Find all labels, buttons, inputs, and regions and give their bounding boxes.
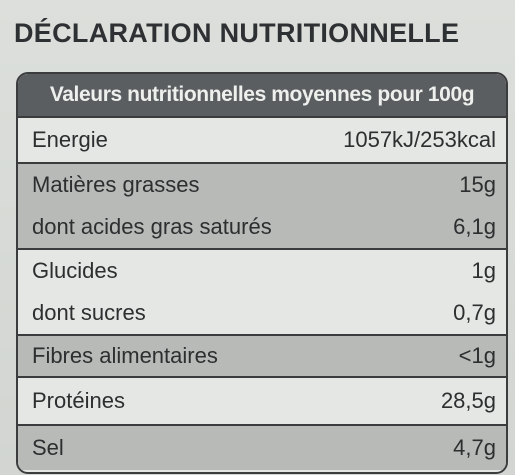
table-row: Sel 4,7g xyxy=(18,426,506,470)
section-energie: Energie 1057kJ/253kcal xyxy=(18,118,506,164)
row-label-fibres: Fibres alimentaires xyxy=(32,343,218,368)
row-label-glucides: Glucides xyxy=(32,258,118,283)
row-value-proteines: 28,5g xyxy=(440,388,496,413)
row-value-sucres: 0,7g xyxy=(453,300,496,325)
page-title: DÉCLARATION NUTRITIONNELLE xyxy=(14,18,460,48)
table-row: Matières grasses 15g xyxy=(18,164,506,206)
row-label-matieres-grasses: Matières grasses xyxy=(32,172,200,197)
section-sel: Sel 4,7g xyxy=(18,426,506,470)
row-value-matieres-grasses: 15g xyxy=(459,172,496,197)
row-label-energie: Energie xyxy=(32,127,108,152)
row-label-sel: Sel xyxy=(32,435,64,460)
table-row: Fibres alimentaires <1g xyxy=(18,336,506,376)
table-header: Valeurs nutritionnelles moyennes pour 10… xyxy=(18,74,506,118)
table-row: dont acides gras saturés 6,1g xyxy=(18,206,506,248)
table-row: Protéines 28,5g xyxy=(18,378,506,424)
row-value-acides-gras-satures: 6,1g xyxy=(453,214,496,239)
section-matieres-grasses: Matières grasses 15g dont acides gras sa… xyxy=(18,164,506,250)
section-glucides: Glucides 1g dont sucres 0,7g xyxy=(18,250,506,336)
table-row: Energie 1057kJ/253kcal xyxy=(18,118,506,162)
row-label-sucres: dont sucres xyxy=(32,300,146,325)
row-value-energie: 1057kJ/253kcal xyxy=(343,127,496,152)
row-label-acides-gras-satures: dont acides gras saturés xyxy=(32,214,272,239)
row-value-fibres: <1g xyxy=(458,343,496,368)
row-value-glucides: 1g xyxy=(471,258,496,283)
table-row: Glucides 1g xyxy=(18,250,506,292)
table-row: dont sucres 0,7g xyxy=(18,292,506,334)
nutrition-table: Valeurs nutritionnelles moyennes pour 10… xyxy=(16,72,508,474)
section-fibres: Fibres alimentaires <1g xyxy=(18,336,506,378)
row-value-sel: 4,7g xyxy=(453,435,496,460)
row-label-proteines: Protéines xyxy=(32,388,125,413)
section-proteines: Protéines 28,5g xyxy=(18,378,506,426)
